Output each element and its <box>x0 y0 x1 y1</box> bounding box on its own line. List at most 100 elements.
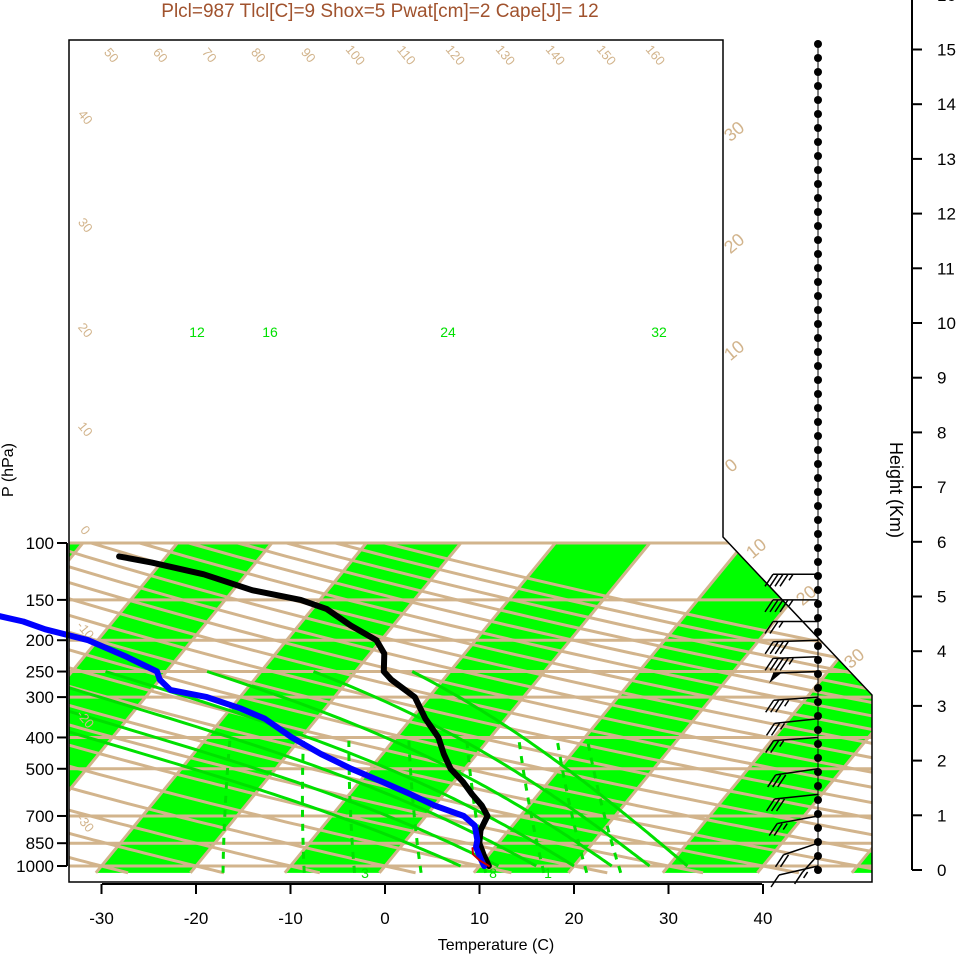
wind-barb <box>773 639 819 643</box>
moist-adiabat <box>206 670 613 868</box>
wind-level-dot <box>814 96 822 104</box>
barb-flag <box>774 641 784 655</box>
moist-adiabat <box>69 670 462 868</box>
wind-level-dot <box>814 250 822 258</box>
barb-half <box>802 871 809 879</box>
wind-level-dot <box>814 166 822 174</box>
isotherm-label: 40 <box>75 107 96 128</box>
height-tick-label: 10 <box>937 314 956 333</box>
height-tick-label: 9 <box>937 369 946 388</box>
barb-flag <box>793 871 804 885</box>
wind-barb <box>778 865 819 876</box>
wind-level-dot <box>814 796 822 804</box>
wind-level-dot <box>814 390 822 398</box>
isotherm-line <box>946 543 961 873</box>
mixing-ratio-label: 8 <box>489 865 497 881</box>
wind-level-dot <box>814 208 822 216</box>
dry-adiabat <box>69 541 872 875</box>
temp-scale-label: 0 <box>721 455 742 477</box>
isotherm-label: 60 <box>150 45 171 66</box>
plot-frame <box>68 39 873 883</box>
dry-adiabat <box>69 541 608 875</box>
barb-flag <box>775 699 785 713</box>
chart-title: Plcl=987 Tlcl[C]=9 Shox=5 Pwat[cm]=2 Cap… <box>161 1 598 22</box>
sounding-series <box>0 553 492 869</box>
height-tick-label: 16 <box>937 0 956 5</box>
pressure-tick-label: 1000 <box>16 857 54 876</box>
y-axis-label: P (hPa) <box>0 443 17 497</box>
wind-level-dot <box>814 544 822 552</box>
barb-flag <box>774 657 784 671</box>
wind-level-dot <box>814 474 822 482</box>
wind-level-dot <box>814 642 822 650</box>
mixing-ratio-lines <box>69 670 689 874</box>
barb-half <box>779 722 786 730</box>
isotherm-line <box>189 542 463 874</box>
wind-barb <box>802 854 819 873</box>
wind-level-dot <box>814 348 822 356</box>
wind-level-dot <box>814 726 822 734</box>
moist-adiabat <box>69 670 537 868</box>
barb-flag <box>779 573 789 587</box>
mixing-ratio-label: 16 <box>262 324 278 340</box>
wind-barbs <box>764 40 822 888</box>
wind-level-dot <box>814 740 822 748</box>
wind-level-dot <box>814 446 822 454</box>
pressure-tick-label: 150 <box>26 591 54 610</box>
wind-level-dot <box>814 82 822 90</box>
x-tick-label: -30 <box>89 909 114 928</box>
wind-level-dot <box>814 306 822 314</box>
isotherm-line <box>69 542 179 874</box>
pressure-tick-label: 500 <box>26 760 54 779</box>
wind-level-dot <box>814 600 822 608</box>
dry-adiabat <box>237 541 872 875</box>
pressure-tick-label: 100 <box>26 534 54 553</box>
series-parcel <box>471 847 490 867</box>
x-tick-label: 0 <box>380 909 389 928</box>
wind-level-dot <box>814 376 822 384</box>
temperature-axis: -30 -20 -10 0 10 20 30 40 <box>89 883 772 928</box>
wind-level-dot <box>814 40 822 48</box>
wind-level-dot <box>814 628 822 636</box>
x-tick-label: -10 <box>278 909 303 928</box>
wind-level-dot <box>814 138 822 146</box>
isotherm-label: 0 <box>77 523 93 538</box>
barb-flag <box>774 854 785 868</box>
pressure-axis: 100 150 200 250 300 400 500 700 850 1000 <box>16 534 68 876</box>
dry-adiabat <box>69 541 872 875</box>
wind-barb <box>774 793 819 800</box>
height-tick-label: 5 <box>937 588 946 607</box>
height-tick-label: 6 <box>937 533 946 552</box>
wind-level-dot <box>814 698 822 706</box>
isotherm-line <box>756 542 872 874</box>
mixing-ratio-labels: 12 16 24 32 3 8 1 <box>189 324 667 881</box>
wind-level-dot <box>814 754 822 762</box>
wind-level-dot <box>814 222 822 230</box>
barb-flag <box>764 599 774 613</box>
mixing-ratio-line <box>407 740 423 874</box>
height-axis-label: Height (Km) <box>886 442 906 538</box>
pressure-tick-label: 250 <box>26 663 54 682</box>
wind-level-dot <box>814 614 822 622</box>
isotherm-label: 30 <box>75 215 96 236</box>
barb-half <box>784 699 790 707</box>
barb-flag <box>779 657 789 671</box>
x-tick-label: 10 <box>470 909 489 928</box>
barb-flag <box>765 798 776 812</box>
x-tick-label: -20 <box>184 909 209 928</box>
isotherm-label: 120 <box>443 42 468 68</box>
isotherm-label: 150 <box>594 42 619 68</box>
wind-level-dot <box>814 866 822 874</box>
barb-flag <box>765 722 776 736</box>
barb-flag <box>779 599 789 613</box>
moist-adiabat <box>312 670 651 868</box>
mixing-ratio-label: 12 <box>189 324 205 340</box>
barb-flag <box>770 740 780 754</box>
wind-level-dot <box>814 684 822 692</box>
barb-flag <box>779 854 790 868</box>
temp-scale-label: 30 <box>720 117 748 145</box>
height-tick-label: 3 <box>937 697 946 716</box>
wind-barb <box>773 736 819 742</box>
barb-pennant <box>769 673 782 684</box>
